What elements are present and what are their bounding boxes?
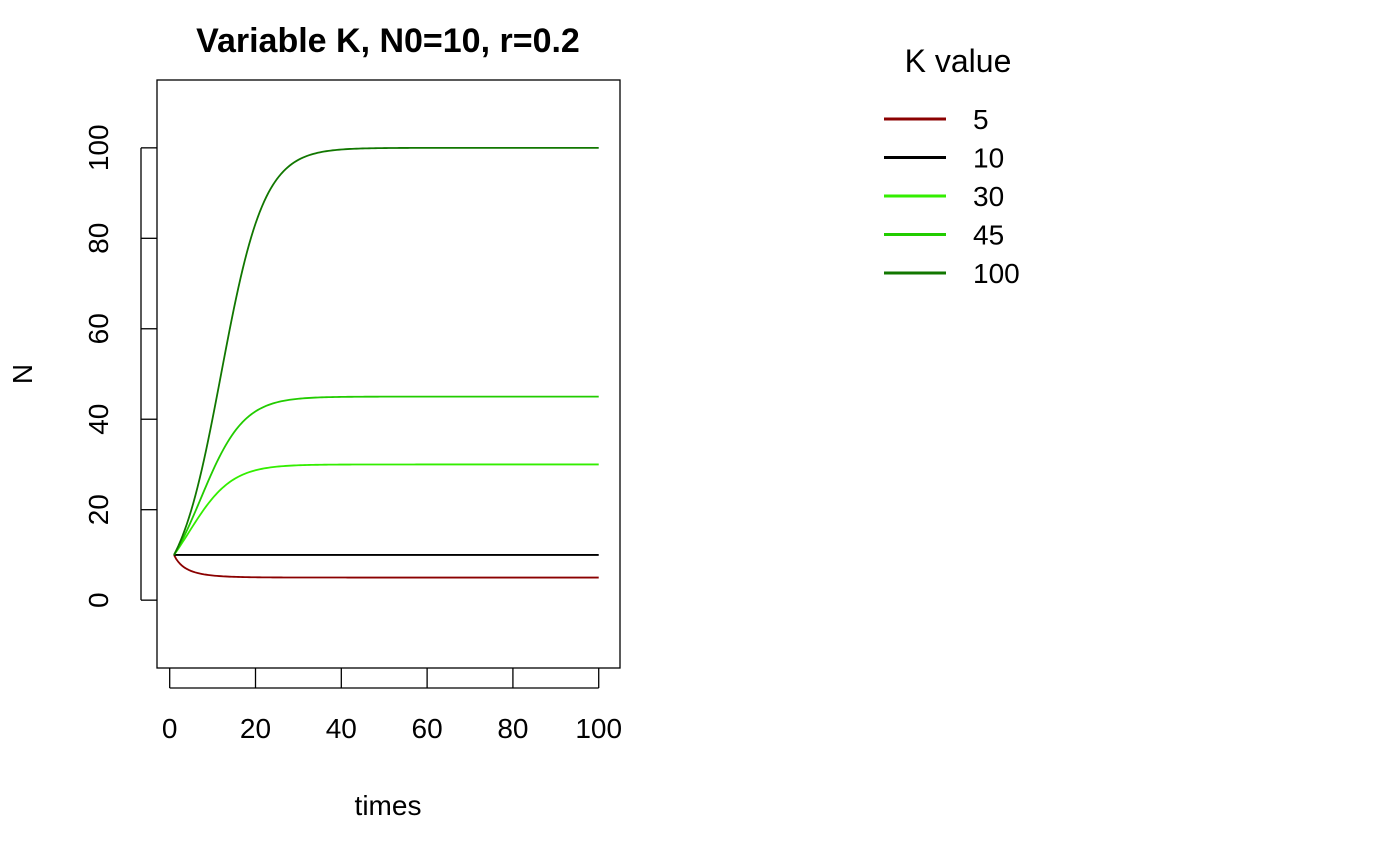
x-axis-label: times xyxy=(355,790,422,821)
series-line-5 xyxy=(173,554,599,579)
y-tick-label: 20 xyxy=(83,494,114,525)
legend-label: 10 xyxy=(973,143,1004,174)
y-tick-label: 60 xyxy=(83,313,114,344)
legend-label: 100 xyxy=(973,258,1020,289)
y-tick-label: 0 xyxy=(83,592,114,608)
series-line-30 xyxy=(173,463,599,556)
x-tick-label: 100 xyxy=(575,713,622,744)
series-line-100 xyxy=(173,146,599,556)
x-tick-label: 60 xyxy=(412,713,443,744)
legend: K value 5 10 30 45 100 xyxy=(884,43,1020,289)
x-axis: 0 20 40 60 80 100 xyxy=(162,668,622,744)
x-tick-label: 80 xyxy=(497,713,528,744)
x-tick-label: 20 xyxy=(240,713,271,744)
x-tick-label: 0 xyxy=(162,713,178,744)
y-axis-label: N xyxy=(7,364,38,384)
y-tick-label: 100 xyxy=(83,124,114,171)
legend-title: K value xyxy=(905,43,1012,79)
y-tick-label: 80 xyxy=(83,223,114,254)
series-line-45 xyxy=(173,395,599,556)
plot-frame xyxy=(156,79,621,669)
y-axis: 0 20 40 60 80 100 xyxy=(83,124,157,608)
legend-label: 45 xyxy=(973,220,1004,251)
legend-label: 30 xyxy=(973,181,1004,212)
y-tick-label: 40 xyxy=(83,404,114,435)
legend-label: 5 xyxy=(973,104,989,135)
series-layer xyxy=(173,146,599,579)
x-tick-label: 40 xyxy=(326,713,357,744)
chart-title: Variable K, N0=10, r=0.2 xyxy=(196,22,580,60)
